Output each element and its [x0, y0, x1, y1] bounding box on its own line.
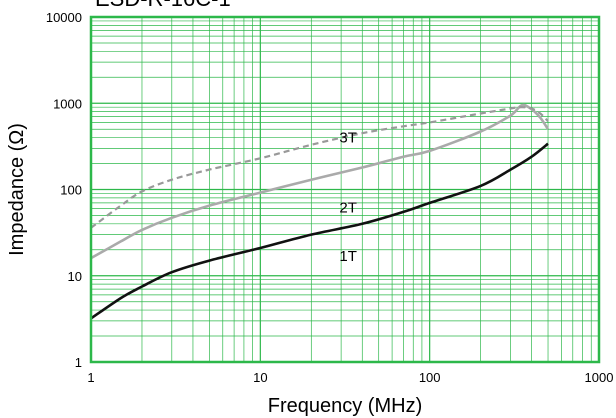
- series-label-1t: 1T: [339, 248, 357, 265]
- y-tick-label: 100: [60, 183, 82, 198]
- x-tick-label: 100: [419, 370, 441, 385]
- x-tick-label: 1: [87, 370, 94, 385]
- series-labels: 3T 2T 1T: [339, 130, 357, 265]
- y-tick-label: 1000: [53, 96, 82, 111]
- plot-frame: [89, 15, 601, 364]
- series-label-3t: 3T: [339, 130, 357, 147]
- y-axis-title: Impedance (Ω): [6, 123, 28, 256]
- series-label-2t: 2T: [339, 199, 357, 216]
- y-tick-label: 1: [75, 355, 82, 370]
- series-line-2t: [90, 103, 550, 260]
- chart-title: ESD-R-16C-1: [95, 0, 231, 12]
- x-tick-label: 1000: [585, 370, 614, 385]
- tick-labels: 1 10 100 1000 1 10 100 1000 10000: [46, 10, 614, 385]
- y-tick-label: 10000: [46, 10, 82, 25]
- x-axis-title: Frequency (MHz): [268, 395, 422, 417]
- grid: [90, 17, 599, 363]
- series-layer: [90, 103, 550, 320]
- y-tick-label: 10: [68, 269, 82, 284]
- series-line-1t: [90, 142, 549, 320]
- x-tick-label: 10: [253, 370, 267, 385]
- series-line-3t: [90, 106, 549, 229]
